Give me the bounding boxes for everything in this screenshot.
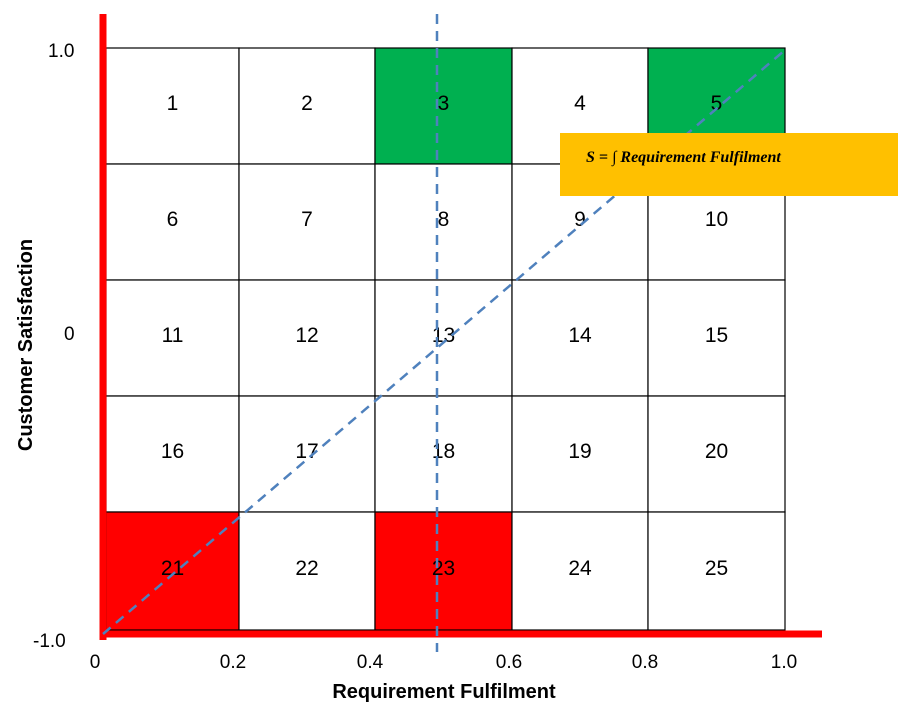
cell-number: 23 [432, 557, 455, 580]
cell-number: 6 [167, 208, 179, 231]
y-tick-top: 1.0 [48, 41, 74, 62]
cell-number: 16 [161, 440, 184, 463]
cell-number: 14 [568, 324, 592, 347]
grid-cell [647, 395, 786, 513]
cell-number: 8 [438, 208, 450, 231]
grid-cell [511, 395, 649, 513]
grid-cell [105, 511, 240, 631]
cell-number: 24 [568, 557, 592, 580]
grid-cell [105, 47, 240, 165]
cell-number: 25 [705, 557, 728, 580]
x-tick-label: 1.0 [771, 652, 797, 673]
grid-cell [374, 511, 513, 631]
cell-number: 1 [167, 92, 179, 115]
grid-cell [647, 511, 786, 631]
x-tick-label: 0.6 [496, 652, 522, 673]
x-tick-label: 0.2 [220, 652, 246, 673]
cell-number: 15 [705, 324, 728, 347]
cell-number: 4 [574, 92, 586, 115]
grid-cell [511, 511, 649, 631]
grid-cell [238, 279, 376, 397]
grid-cell [511, 279, 649, 397]
grid-cell [374, 163, 513, 281]
cell-number: 21 [161, 557, 184, 580]
grid-cell [105, 279, 240, 397]
x-tick-label: 0.8 [632, 652, 658, 673]
grid-cell [238, 511, 376, 631]
x-ticks: 0 0.2 0.4 0.6 0.8 1.0 [90, 652, 798, 673]
cell-number: 3 [438, 92, 450, 115]
y-axis-title: Customer Satisfaction [15, 239, 37, 451]
cell-number: 20 [705, 440, 728, 463]
cell-number: 10 [705, 208, 728, 231]
y-tick-bottom: -1.0 [33, 631, 66, 652]
cell-number: 2 [301, 92, 313, 115]
x-tick-label: 0.4 [357, 652, 384, 673]
y-tick-mid: 0 [64, 324, 75, 345]
grid-cell [647, 279, 786, 397]
grid-cell [238, 163, 376, 281]
grid-cell [374, 279, 513, 397]
cell-number: 5 [711, 92, 723, 115]
x-tick-label: 0 [90, 652, 101, 673]
x-axis-title: Requirement Fulfilment [332, 681, 556, 703]
cell-number: 19 [568, 440, 591, 463]
cell-number: 12 [295, 324, 318, 347]
cell-number: 7 [301, 208, 313, 231]
cell-number: 18 [432, 440, 455, 463]
formula-text: S = ∫ Requirement Fulfilment [586, 149, 781, 167]
grid-cell [238, 47, 376, 165]
cell-number: 22 [295, 557, 318, 580]
grid-cell [238, 395, 376, 513]
cell-number: 11 [162, 324, 184, 347]
formula-box [560, 133, 898, 196]
cell-number: 9 [574, 208, 586, 231]
cell-number: 17 [295, 440, 318, 463]
